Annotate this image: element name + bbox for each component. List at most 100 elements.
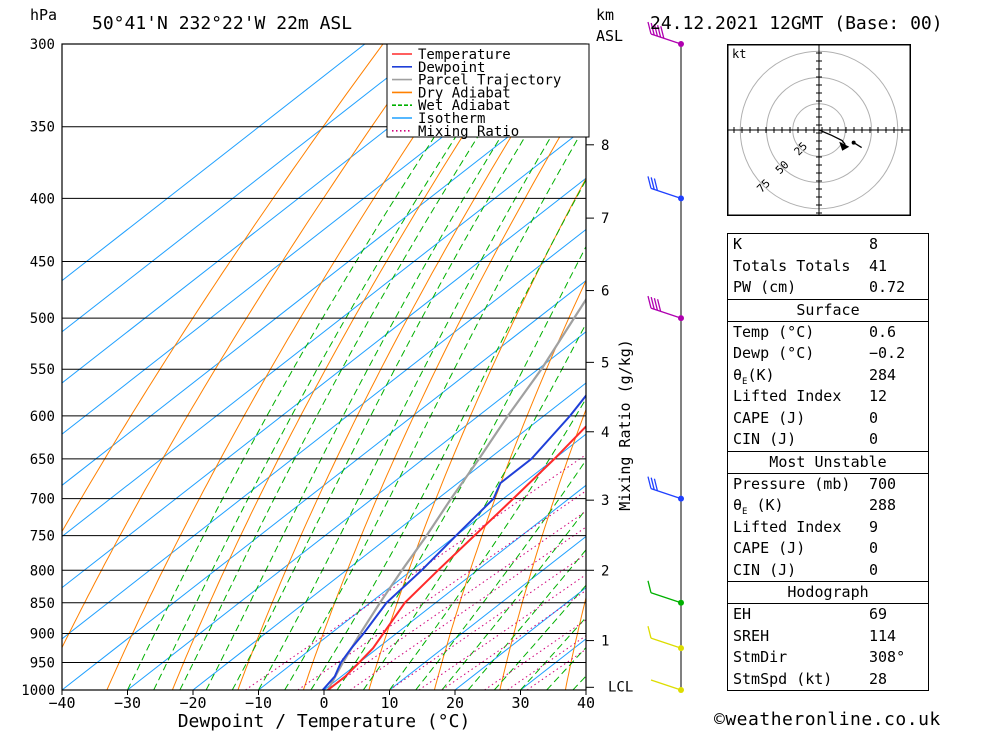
dry-adiabat-line [106, 44, 477, 690]
dry-adiabat-line [958, 44, 1000, 690]
most-unstable-title: Most Unstable [728, 450, 928, 474]
wind-barb [647, 580, 682, 604]
datetime-title: 24.12.2021 12GMT (Base: 00) [650, 13, 943, 34]
pressure-tick-label: 850 [30, 596, 55, 612]
surface-theta-value: 284 [869, 365, 897, 384]
temp-tick-label: 20 [446, 694, 464, 712]
wind-barb-staff [650, 187, 682, 199]
pressure-tick-label: 300 [30, 37, 55, 53]
wind-barb [650, 679, 682, 691]
temp-tick-label: 0 [319, 694, 328, 712]
lcl-label: LCL [608, 679, 633, 695]
mu-cape-value: 0 [869, 539, 879, 557]
wet-adiabat-line [153, 44, 517, 690]
site-link[interactable]: weatheronline.co.uk [725, 709, 941, 730]
legend-label: Isotherm [418, 111, 485, 127]
km-tick-label: 8 [601, 138, 609, 154]
isotherm-line [389, 535, 586, 690]
mu-pressure-row: Pressure (mb) 700 [728, 474, 928, 496]
legend-label: Wet Adiabat [418, 98, 511, 114]
mu-cin-row: CIN (J) 0 [728, 560, 928, 582]
pressure-tick-label: 400 [30, 191, 55, 207]
wet-adiabat-line [520, 616, 586, 690]
wind-barb-flag [656, 299, 662, 312]
mu-li-row: Lifted Index 9 [728, 517, 928, 539]
stmdir-value: 308° [869, 648, 906, 666]
km-unit-label: km [596, 6, 614, 24]
copyright-footer[interactable]: ©weatheronline.co.uk [714, 709, 941, 730]
mu-theta-value: 288 [869, 496, 897, 514]
mixing-ratio-label: 2 [691, 402, 698, 415]
wind-barb-flag [647, 580, 652, 593]
stmdir-row: StmDir 308° [728, 647, 928, 669]
wind-barb-flag [653, 23, 659, 37]
legend-label: Temperature [418, 47, 511, 63]
isotherm-line [192, 382, 586, 690]
dry-adiabat-line [237, 44, 570, 690]
wind-barb-flag [650, 296, 655, 310]
isotherm-line [323, 484, 586, 690]
wind-barb [647, 176, 682, 199]
wet-adiabat-line [284, 123, 586, 690]
asl-label: ASL [596, 27, 623, 45]
x-axis-label: Dewpoint / Temperature (°C) [178, 711, 471, 732]
hodograph-unit: kt [732, 47, 746, 61]
isotherm-line [62, 44, 562, 435]
eh-row: EH 69 [728, 604, 928, 626]
isotherm-line [62, 44, 366, 282]
isotherm-line [62, 75, 586, 486]
pressure-tick-label: 900 [30, 626, 55, 642]
temperature-line [327, 424, 586, 690]
isotherm-line [258, 433, 586, 690]
surface-li-value: 12 [869, 387, 888, 405]
pressure-tick-label: 750 [30, 529, 55, 545]
wind-barb-flag [653, 478, 659, 491]
legend-label: Mixing Ratio [418, 124, 519, 140]
wind-barb-staff [650, 592, 682, 604]
wind-barb-flag [647, 476, 652, 489]
wind-barb-flag [650, 177, 655, 190]
km-tick-label: 1 [601, 634, 609, 650]
wind-barb [647, 21, 682, 45]
wind-barb-flag [650, 477, 655, 490]
km-tick-label: 2 [601, 563, 609, 579]
surface-cin-row: CIN (J) 0 [728, 429, 928, 451]
wet-adiabat-line [336, 245, 586, 690]
temp-tick-label: 30 [511, 694, 529, 712]
copyright-icon: © [714, 709, 726, 730]
temp-tick-label: −40 [48, 694, 75, 712]
wind-barb-flag [647, 176, 652, 189]
hodograph-arrowhead [839, 141, 850, 151]
wind-barb-flag [650, 22, 655, 36]
wind-barb-flag [647, 295, 652, 309]
dry-adiabat-line [62, 44, 384, 533]
wind-barb-flag [653, 178, 659, 191]
surface-title: Surface [728, 298, 928, 322]
km-tick-label: 3 [601, 493, 609, 509]
surface-dewp-value: −0.2 [869, 344, 906, 362]
wind-barb-flag [647, 21, 652, 35]
isotherm-line [62, 44, 497, 384]
km-tick-label: 4 [601, 425, 609, 441]
surface-dewp-row: Dewp (°C) −0.2 [728, 343, 928, 365]
wind-barb-flag [656, 25, 662, 38]
legend-box [386, 43, 590, 138]
wind-barb [647, 295, 682, 319]
mixing-ratio-line [326, 510, 586, 690]
wind-barb [647, 626, 682, 649]
pressure-tick-label: 1000 [21, 683, 55, 699]
km-tick-label: 7 [601, 211, 609, 227]
wind-barb-staff [650, 307, 682, 319]
surface-cin-value: 0 [869, 430, 879, 448]
temp-tick-label: 10 [380, 694, 398, 712]
pressure-tick-label: 350 [30, 120, 55, 136]
temp-tick-label: 40 [577, 694, 595, 712]
wet-adiabat-line [127, 44, 497, 690]
dry-adiabat-line [564, 595, 586, 690]
pressure-unit-label: hPa [30, 6, 57, 24]
wind-barb-flag [647, 626, 652, 639]
stmspd-value: 28 [869, 669, 888, 688]
